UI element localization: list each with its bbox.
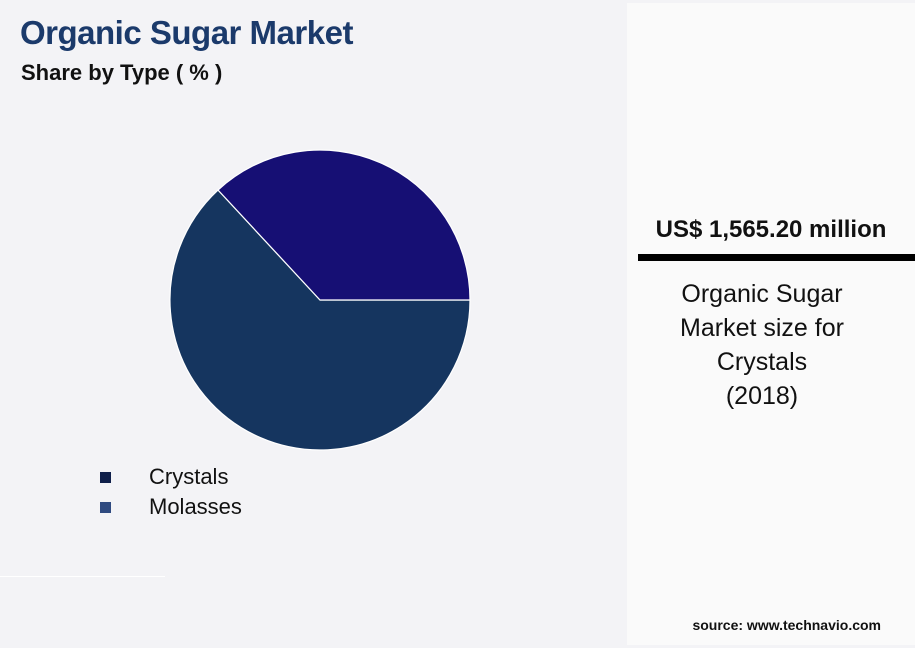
- legend-label: Crystals: [149, 464, 229, 489]
- description-line: Market size for: [680, 314, 844, 342]
- market-value: US$ 1,565.20 million: [655, 216, 887, 243]
- description-line: Crystals: [716, 348, 808, 376]
- market-description: Organic Sugar Market size for Crystals (…: [627, 277, 897, 413]
- description-line: (2018): [725, 382, 799, 410]
- description-line: Organic Sugar: [681, 280, 843, 308]
- legend: Crystals Molasses: [100, 462, 242, 522]
- legend-item-crystals: Crystals: [100, 462, 242, 492]
- divider: [0, 576, 165, 577]
- legend-swatch: [100, 471, 111, 483]
- legend-item-molasses: Molasses: [100, 492, 242, 522]
- chart-subtitle: Share by Type ( % ): [21, 60, 223, 85]
- chart-title: Organic Sugar Market: [20, 14, 353, 51]
- pie-slice-crystals: [169, 189, 471, 451]
- source-text: source: www.technavio.com: [692, 617, 881, 633]
- legend-label: Molasses: [149, 494, 242, 519]
- pie-slice-molasses: [217, 149, 471, 301]
- divider-bar: [638, 254, 915, 261]
- pie-chart: [169, 149, 471, 451]
- info-panel: US$ 1,565.20 million Organic Sugar Marke…: [627, 3, 915, 645]
- legend-swatch: [100, 501, 111, 513]
